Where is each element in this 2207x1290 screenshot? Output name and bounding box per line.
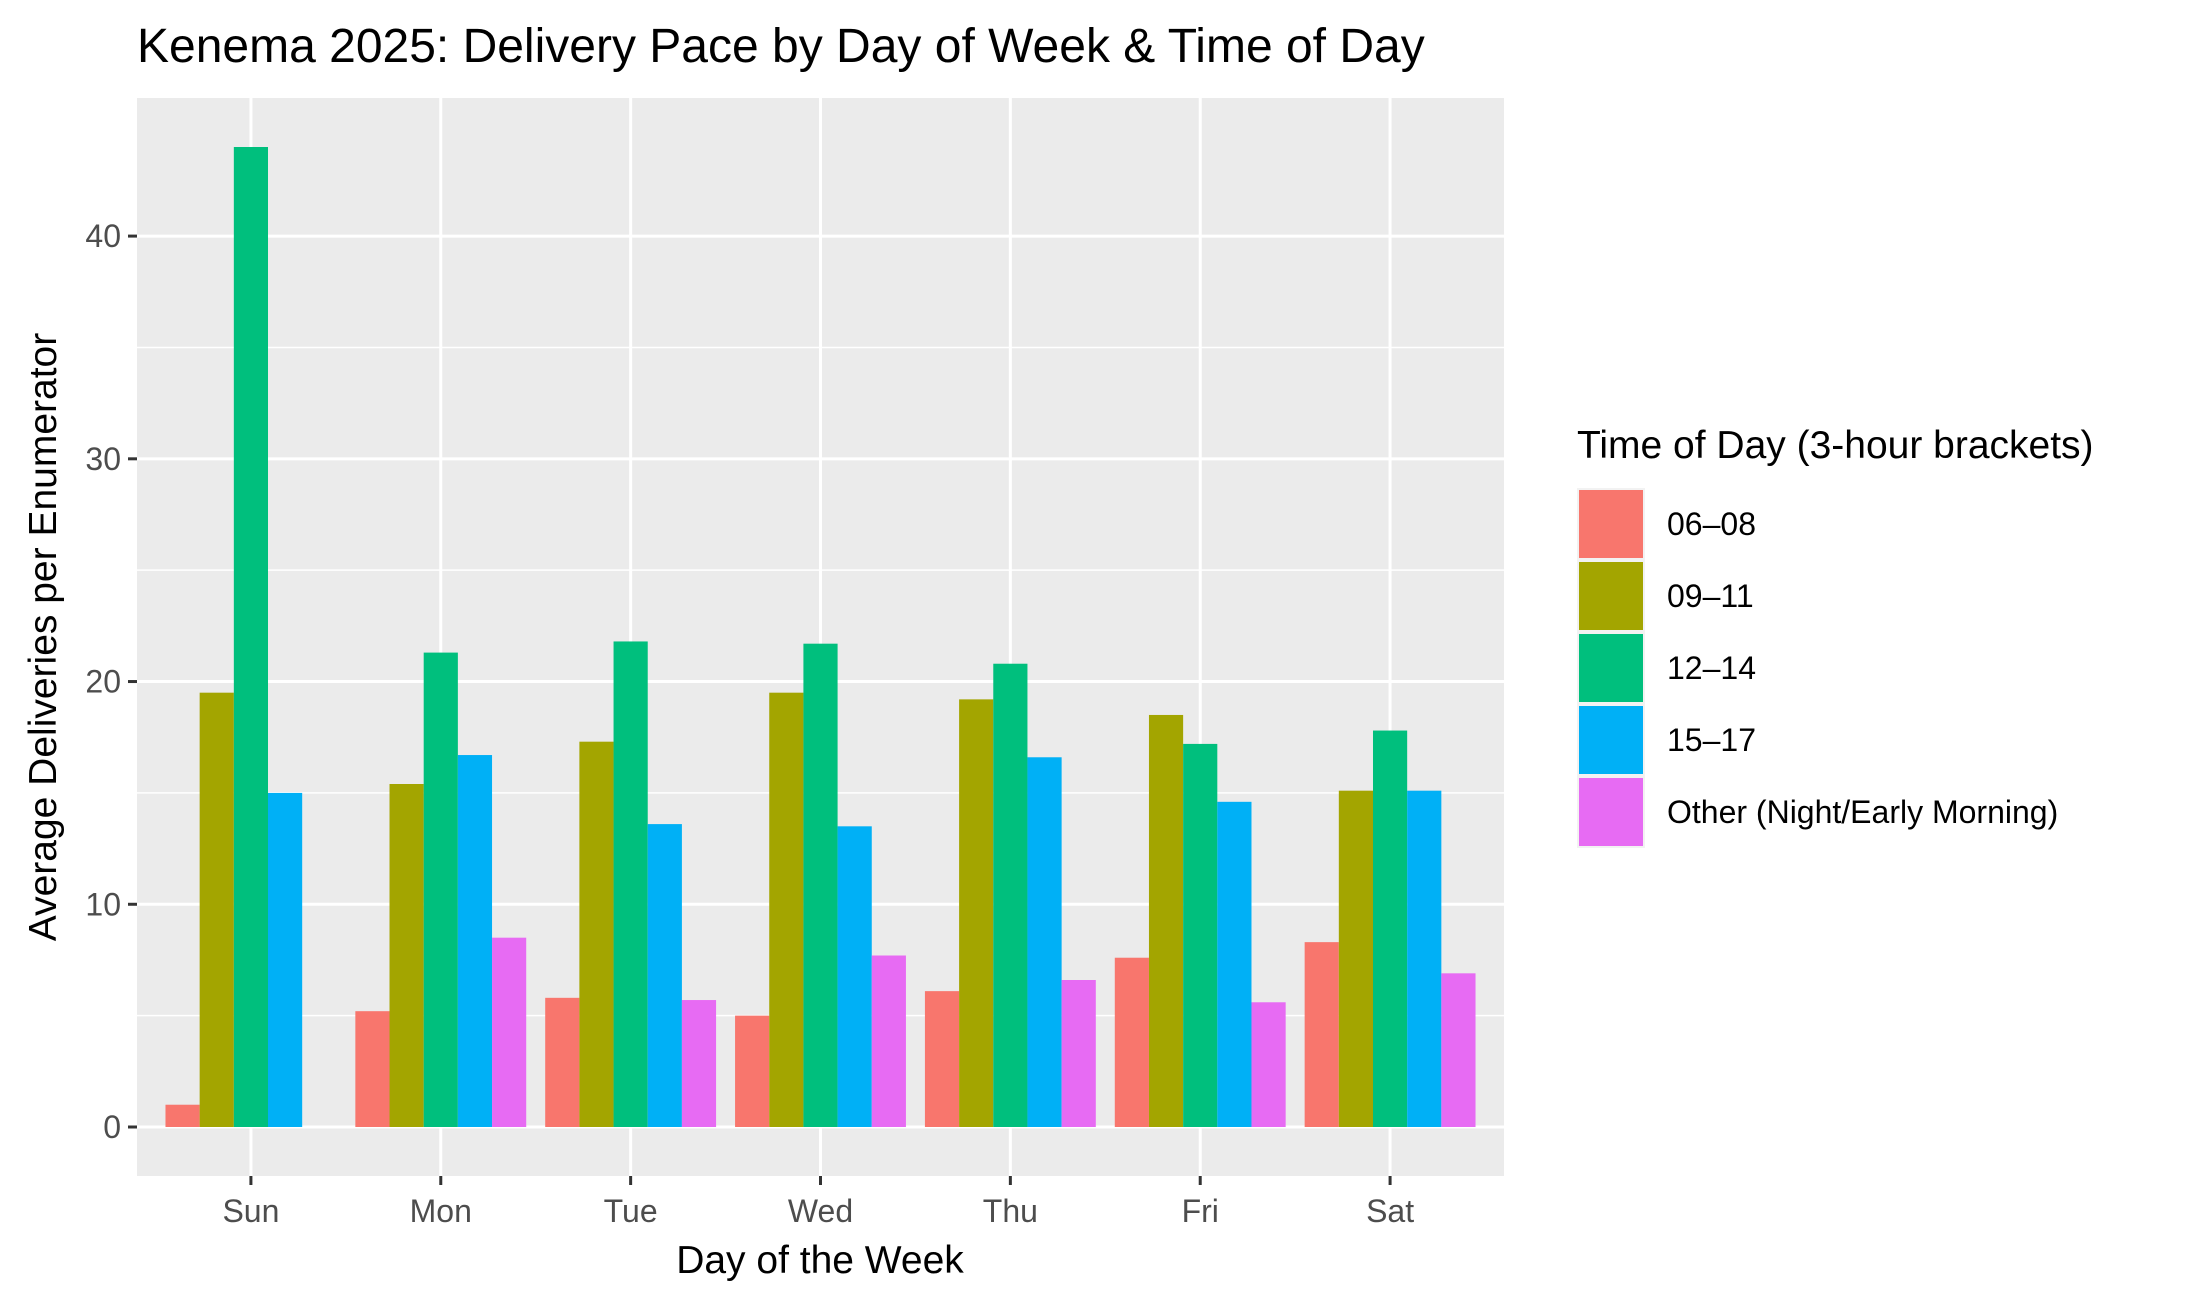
bar xyxy=(647,824,682,1127)
legend-key xyxy=(1579,706,1643,774)
bar xyxy=(1027,757,1062,1127)
bar xyxy=(545,997,580,1127)
bar xyxy=(233,147,269,1127)
legend: Time of Day (3-hour brackets) 06–08 09–11… xyxy=(1577,424,2094,848)
bar xyxy=(1217,801,1252,1127)
x-tick-label: Sun xyxy=(222,1193,279,1229)
legend-key xyxy=(1579,634,1643,702)
bar xyxy=(1251,1002,1286,1127)
legend-label: 12–14 xyxy=(1667,650,1756,686)
bar xyxy=(1304,942,1339,1127)
bar xyxy=(613,641,648,1127)
bar xyxy=(837,826,872,1127)
legend-title: Time of Day (3-hour brackets) xyxy=(1577,424,2094,467)
x-tick-label: Thu xyxy=(983,1193,1038,1229)
bar xyxy=(1183,743,1218,1127)
bar xyxy=(457,755,493,1127)
bar xyxy=(769,692,804,1127)
y-tick-label: 10 xyxy=(85,886,121,922)
bar xyxy=(199,692,234,1127)
bar xyxy=(924,991,960,1127)
bar xyxy=(423,652,458,1127)
bar xyxy=(165,1104,200,1127)
x-tick-label: Tue xyxy=(604,1193,658,1229)
bar xyxy=(681,1000,717,1127)
axes: 0 10 20 30 40 Sun Mon Tue Wed Thu Fri Sat xyxy=(85,218,1414,1229)
y-tick-label: 20 xyxy=(85,664,121,700)
x-tick-label: Sat xyxy=(1366,1193,1414,1229)
bar xyxy=(871,955,906,1127)
bar xyxy=(579,741,614,1127)
x-tick-label: Mon xyxy=(410,1193,472,1229)
legend-key xyxy=(1579,778,1643,846)
bar xyxy=(1407,790,1442,1127)
bar xyxy=(492,937,527,1127)
bar xyxy=(1338,790,1373,1127)
legend-label: 09–11 xyxy=(1667,578,1754,614)
x-tick-label: Fri xyxy=(1182,1193,1219,1229)
legend-label: 06–08 xyxy=(1667,506,1756,542)
bar xyxy=(993,663,1028,1127)
bar xyxy=(1372,730,1408,1127)
bar xyxy=(355,1011,390,1127)
bar xyxy=(1061,980,1096,1127)
bars xyxy=(165,147,1476,1127)
bar xyxy=(1441,973,1476,1127)
bar xyxy=(268,792,303,1127)
y-tick-label: 30 xyxy=(85,441,121,477)
bar xyxy=(1114,957,1149,1127)
bar xyxy=(735,1015,770,1127)
legend-label: Other (Night/Early Morning) xyxy=(1667,794,2058,830)
bar xyxy=(803,643,838,1127)
legend-key xyxy=(1579,562,1643,630)
bar xyxy=(389,784,424,1127)
y-axis-title: Average Deliveries per Enumerator xyxy=(22,333,65,941)
bar xyxy=(1148,714,1184,1127)
bar xyxy=(959,699,994,1127)
chart-title: Kenema 2025: Delivery Pace by Day of Wee… xyxy=(137,20,1425,73)
y-tick-label: 0 xyxy=(103,1109,121,1145)
legend-label: 15–17 xyxy=(1667,722,1756,758)
x-tick-label: Wed xyxy=(788,1193,853,1229)
y-tick-label: 40 xyxy=(85,218,121,254)
legend-key xyxy=(1579,490,1643,558)
x-axis-title: Day of the Week xyxy=(676,1239,964,1282)
